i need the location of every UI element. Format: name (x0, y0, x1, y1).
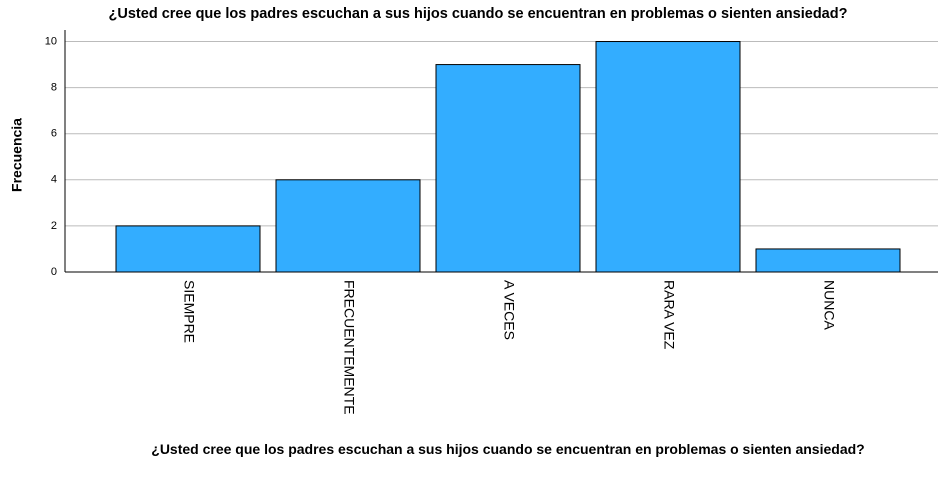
bar (435, 64, 581, 273)
y-tick-label: 2 (51, 220, 57, 232)
bar (755, 248, 901, 273)
y-tick-label: 10 (45, 35, 57, 47)
y-tick-label: 8 (51, 82, 57, 94)
y-tick-label: 0 (51, 266, 57, 278)
y-tick-label: 4 (51, 174, 57, 186)
y-axis-label: Frecuencia (9, 118, 25, 192)
x-tick-label: FRECUENTEMENTE (341, 280, 357, 415)
x-tick-label: NUNCA (821, 280, 837, 330)
bar (275, 179, 421, 273)
bar (595, 41, 741, 273)
y-tick-label: 6 (51, 128, 57, 140)
chart-title: ¿Usted cree que los padres escuchan a su… (109, 6, 848, 22)
x-tick-label: A VECES (501, 280, 517, 340)
x-tick-label: RARA VEZ (661, 280, 677, 350)
bar (115, 225, 261, 273)
x-axis-label: ¿Usted cree que los padres escuchan a su… (151, 441, 865, 457)
x-tick-label: SIEMPRE (181, 280, 197, 343)
